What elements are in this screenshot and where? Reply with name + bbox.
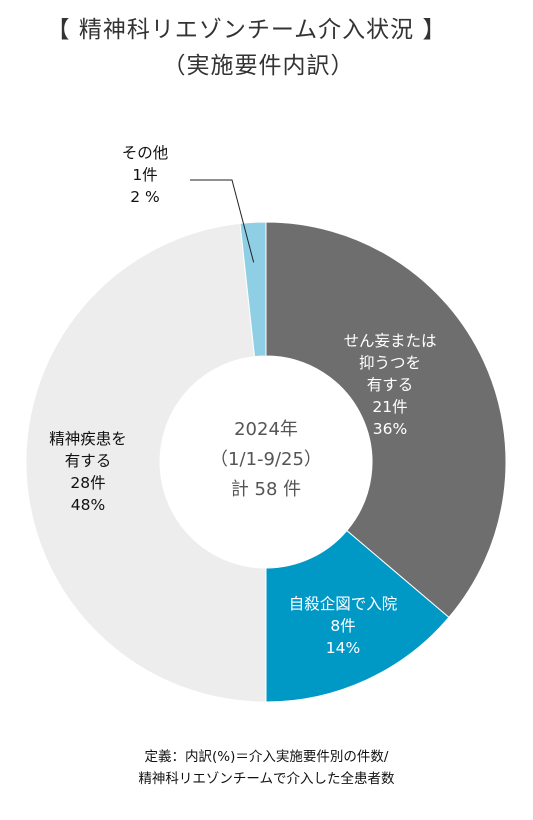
slice-label-2: 精神疾患を有する 28件 48% <box>28 428 148 516</box>
slice-label-0-line-3: 21件 <box>372 398 408 416</box>
center-year: 2024年 <box>234 419 298 440</box>
chart-subtitle: （実施要件内訳） <box>162 53 355 79</box>
slice-label-2-line-2: 28件 <box>70 474 106 492</box>
slice-label-3-line-0: その他 <box>121 144 169 162</box>
slice-0 <box>265 221 507 619</box>
definition-line-2: 精神科リエゾンチームで介入した全患者数 <box>138 771 395 787</box>
slice-label-2-line-0: 精神疾患を <box>49 430 127 448</box>
chart-title: 【 精神科リエゾンチーム介入状況 】 <box>46 17 447 43</box>
slice-2 <box>25 222 267 703</box>
leader-line-other <box>190 179 255 263</box>
center-period: （1/1-9/25） <box>210 449 322 470</box>
slice-label-3-line-2: 2 % <box>130 188 160 206</box>
slice-label-1-line-0: 自殺企図で入院 <box>288 595 398 613</box>
center-total: 計 58 件 <box>230 479 302 500</box>
slice-1 <box>265 529 450 703</box>
slice-label-0: せん妄または 抑うつを有する 21件 36% <box>320 330 460 440</box>
slice-label-2-line-1: 有する <box>64 452 112 470</box>
slice-label-2-line-3: 48% <box>70 496 106 514</box>
slice-label-0-line-2: 有する <box>366 376 414 394</box>
slice-label-1-line-1: 8件 <box>330 617 356 635</box>
slice-label-0-line-1: 抑うつを <box>358 354 421 372</box>
center-summary: 2024年 （1/1-9/25） 計 58 件 <box>166 415 366 505</box>
slice-label-1-line-2: 14% <box>325 639 361 657</box>
slice-label-3-line-1: 1件 <box>132 166 158 184</box>
slice-3 <box>239 221 267 358</box>
slice-label-3: その他 1件 2 % <box>100 142 190 208</box>
slice-label-0-line-4: 36% <box>372 420 408 438</box>
slice-label-0-line-0: せん妄または <box>343 332 437 350</box>
slice-label-1: 自殺企図で入院 8件 14% <box>258 593 428 659</box>
definition-line-1: 定義：内訳(%)＝介入実施要件別の件数/ <box>144 749 389 765</box>
